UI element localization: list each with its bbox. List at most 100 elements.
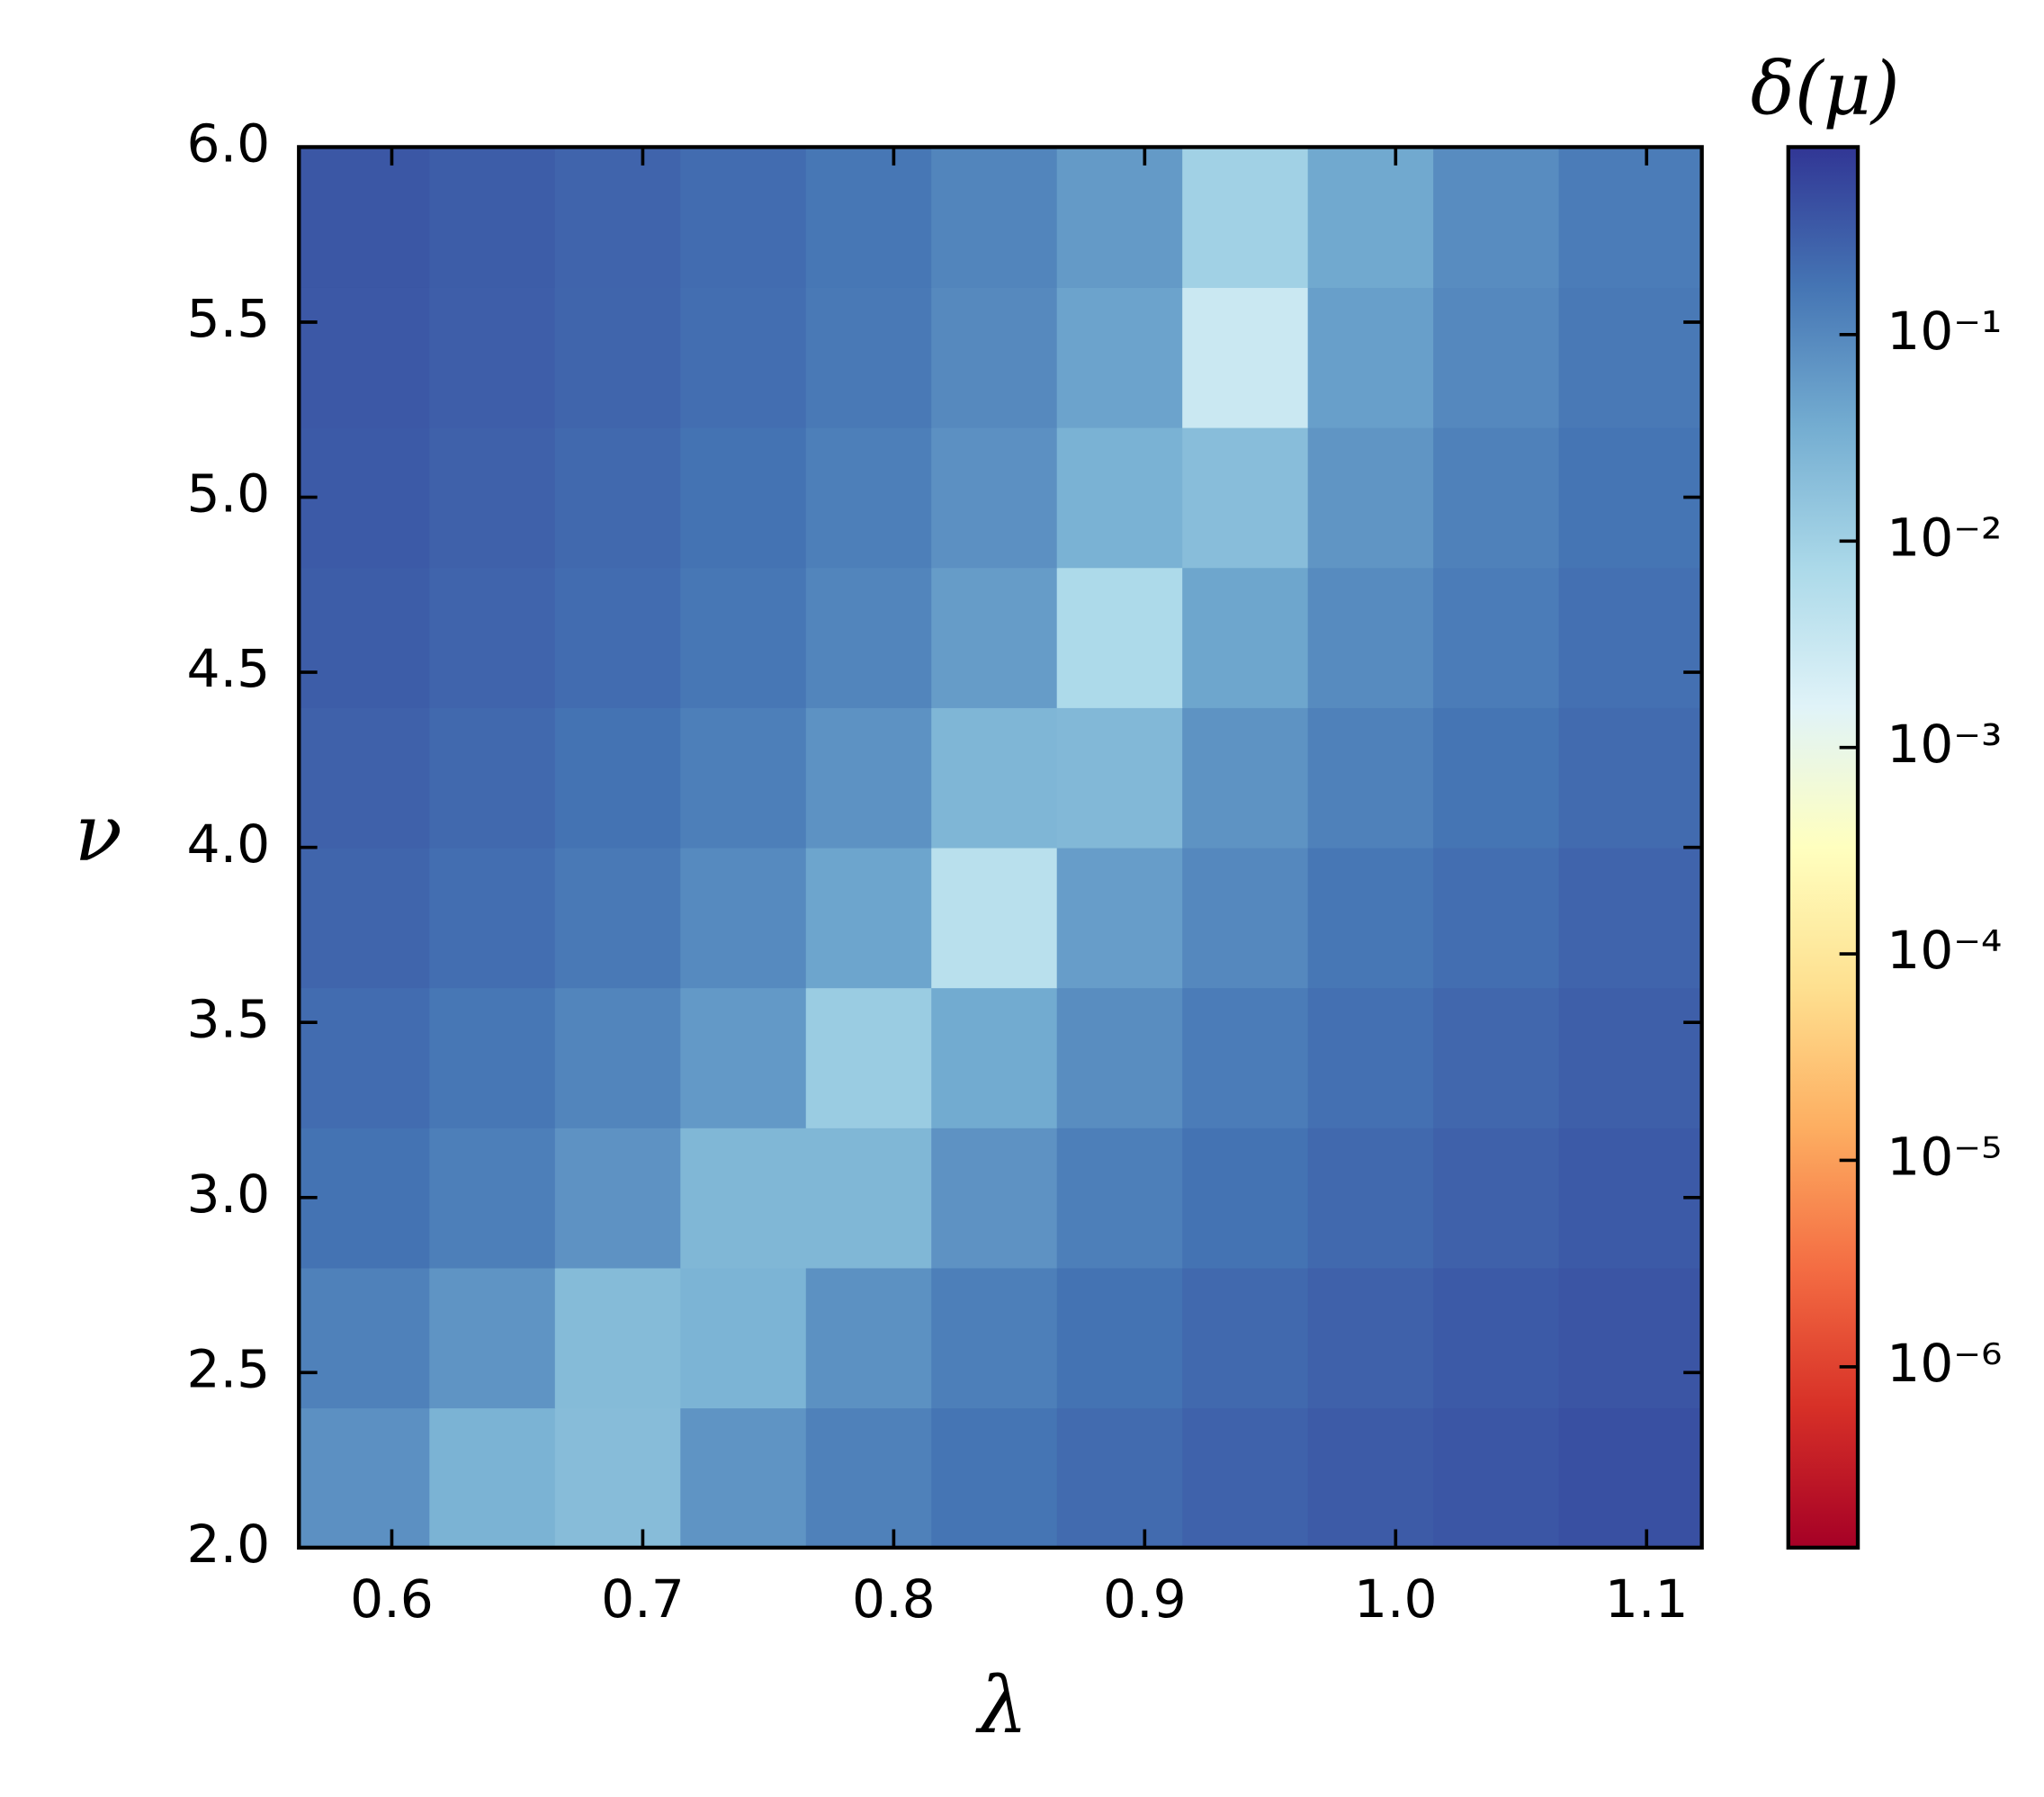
heatmap-cell xyxy=(1433,1127,1560,1269)
heatmap-cell xyxy=(1307,707,1435,849)
heatmap-cell xyxy=(805,1267,933,1409)
y-tick-label: 3.5 xyxy=(187,988,271,1049)
heatmap-cell xyxy=(1056,847,1184,989)
heatmap-cell xyxy=(1056,567,1184,708)
heatmap-cell xyxy=(1182,847,1309,989)
heatmap-cell xyxy=(680,707,807,849)
heatmap-cell xyxy=(1307,567,1435,708)
heatmap-cell xyxy=(1182,427,1309,569)
heatmap-cell xyxy=(299,567,431,708)
heatmap-cell xyxy=(1056,1267,1184,1409)
heatmap-cell xyxy=(680,1127,807,1269)
heatmap-cell xyxy=(1558,707,1703,849)
colorbar-tick-label: 10⁻³ xyxy=(1887,714,2002,775)
heatmap-cell xyxy=(1558,567,1703,708)
y-tick-label: 4.5 xyxy=(187,638,271,699)
heatmap-cell xyxy=(680,427,807,569)
x-tick-label: 1.1 xyxy=(1605,1568,1689,1630)
heatmap-cell xyxy=(1558,287,1703,428)
heatmap-cell xyxy=(299,427,431,569)
heatmap-cell xyxy=(554,707,682,849)
heatmap-cell xyxy=(931,987,1058,1128)
x-axis-label: λ xyxy=(975,1659,1027,1751)
heatmap-cell xyxy=(1307,427,1435,569)
heatmap-cell xyxy=(1433,567,1560,708)
heatmap-cell xyxy=(429,1407,556,1549)
heatmap-cell xyxy=(1558,147,1703,288)
heatmap-cell xyxy=(680,287,807,428)
heatmap-cell xyxy=(429,987,556,1128)
x-tick-label: 0.9 xyxy=(1103,1568,1187,1630)
heatmap-cell xyxy=(805,707,933,849)
heatmap-cell xyxy=(299,1267,431,1409)
heatmap-cell xyxy=(1558,1267,1703,1409)
heatmap-cell xyxy=(680,847,807,989)
heatmap-cell xyxy=(554,287,682,428)
y-tick-label: 2.0 xyxy=(187,1514,271,1575)
x-tick-label: 1.0 xyxy=(1354,1568,1438,1630)
heatmap-cell xyxy=(680,567,807,708)
heatmap-cell xyxy=(554,147,682,288)
heatmap-cell xyxy=(1558,987,1703,1128)
heatmap-cell xyxy=(1558,1127,1703,1269)
heatmap-cell xyxy=(1307,1127,1435,1269)
heatmap-cell xyxy=(1182,147,1309,288)
heatmap-cell xyxy=(1182,287,1309,428)
heatmap-cell xyxy=(680,987,807,1128)
heatmap-cell xyxy=(931,1267,1058,1409)
heatmap-cell xyxy=(931,707,1058,849)
y-tick-label: 5.0 xyxy=(187,463,271,525)
colorbar-tick-label: 10⁻⁵ xyxy=(1887,1127,2002,1188)
heatmap-cell xyxy=(931,567,1058,708)
heatmap-cell xyxy=(805,1127,933,1269)
heatmap-cell xyxy=(1182,1127,1309,1269)
colorbar-tick-label: 10⁻⁶ xyxy=(1887,1333,2002,1394)
heatmap-cell xyxy=(429,707,556,849)
heatmap-cell xyxy=(1433,287,1560,428)
heatmap-cell xyxy=(1056,287,1184,428)
x-tick-label: 0.6 xyxy=(350,1568,434,1630)
y-tick-label: 6.0 xyxy=(187,113,271,175)
heatmap-cell xyxy=(1182,707,1309,849)
heatmap-cell xyxy=(1307,147,1435,288)
heatmap-cell xyxy=(554,1127,682,1269)
heatmap-cell xyxy=(429,847,556,989)
y-tick-label: 3.0 xyxy=(187,1164,271,1225)
heatmap-cell xyxy=(299,1127,431,1269)
y-tick-label: 4.0 xyxy=(187,813,271,875)
heatmap-cell xyxy=(1433,427,1560,569)
heatmap-cell xyxy=(429,287,556,428)
heatmap-cell xyxy=(1056,1407,1184,1549)
heatmap-cell xyxy=(805,847,933,989)
heatmap-cell xyxy=(1182,567,1309,708)
heatmap-cell xyxy=(931,1407,1058,1549)
heatmap-cell xyxy=(1558,427,1703,569)
heatmap-cell xyxy=(1307,1267,1435,1409)
heatmap-cell xyxy=(1056,427,1184,569)
colorbar-tick-label: 10⁻¹ xyxy=(1887,301,2002,362)
heatmap-cell xyxy=(805,1407,933,1549)
heatmap-cell xyxy=(554,567,682,708)
heatmap-cell xyxy=(931,147,1058,288)
heatmap-cell xyxy=(680,1407,807,1549)
heatmap-cell xyxy=(1056,707,1184,849)
heatmap xyxy=(299,147,1703,1549)
heatmap-cell xyxy=(805,987,933,1128)
colorbar-label: δ(μ) xyxy=(1751,47,1900,132)
heatmap-cell xyxy=(299,847,431,989)
heatmap-cell xyxy=(1307,987,1435,1128)
y-axis-label: ν xyxy=(75,787,122,879)
x-tick-label: 0.7 xyxy=(601,1568,685,1630)
heatmap-cell xyxy=(1558,1407,1703,1549)
heatmap-cell xyxy=(429,427,556,569)
heatmap-cell xyxy=(429,1267,556,1409)
heatmap-cell xyxy=(554,987,682,1128)
heatmap-cell xyxy=(1056,987,1184,1128)
heatmap-cell xyxy=(429,1127,556,1269)
heatmap-cell xyxy=(1056,147,1184,288)
heatmap-cell xyxy=(1558,847,1703,989)
heatmap-cell xyxy=(805,147,933,288)
heatmap-cell xyxy=(680,147,807,288)
heatmap-cell xyxy=(1433,1267,1560,1409)
